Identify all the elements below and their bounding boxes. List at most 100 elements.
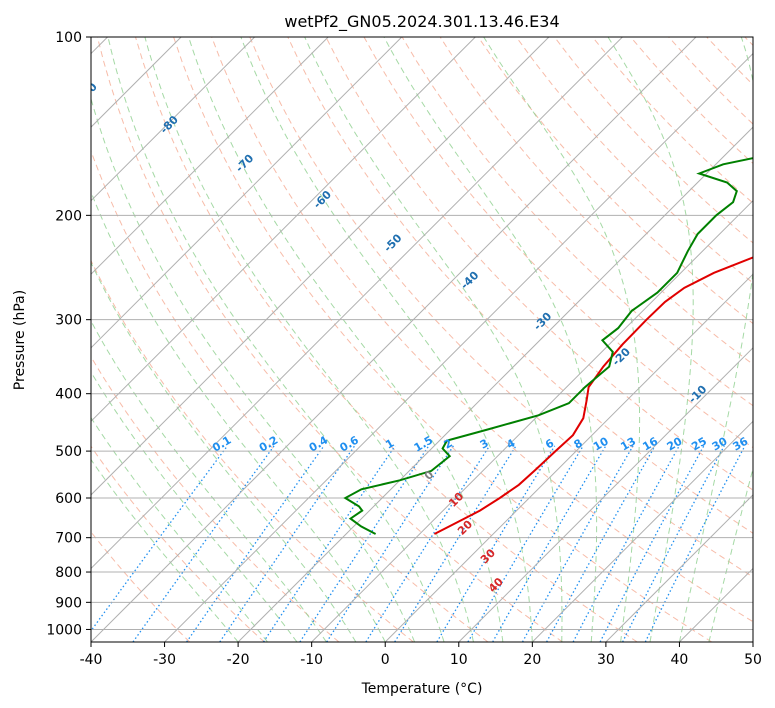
mixing-ratio-line — [365, 445, 491, 642]
isotherm-line — [91, 37, 623, 570]
moist-adiabat — [91, 320, 327, 642]
dry-adiabat — [249, 37, 753, 578]
isotherm-line — [91, 37, 329, 275]
y-tick-label: 1000 — [46, 622, 82, 638]
theta-label: -20 — [610, 345, 633, 368]
x-tick-label: 40 — [671, 652, 689, 668]
moist-adiabat — [91, 261, 357, 642]
chart-series — [343, 157, 753, 535]
moist-adiabat — [304, 37, 563, 642]
moist-adiabat — [144, 37, 474, 642]
mixing-ratio-line — [436, 445, 556, 642]
isotherm-line — [91, 37, 403, 349]
plot-frame — [90, 36, 754, 643]
y-tick-label: 500 — [55, 444, 82, 460]
moist-adiabat — [483, 37, 641, 642]
temperature-profile — [433, 256, 753, 535]
dry-adiabat — [135, 37, 638, 642]
mixing-ratio-line — [644, 445, 746, 642]
y-tick-label: 200 — [55, 208, 82, 224]
dry-adiabat — [96, 37, 563, 642]
dry-adiabat — [515, 37, 753, 284]
isotherm-line — [237, 126, 753, 642]
mixing-ratio-line — [394, 445, 517, 642]
theta-label: -60 — [311, 188, 334, 211]
dry-adiabat — [744, 37, 753, 47]
moist-adiabat — [188, 37, 504, 642]
moist-adiabat — [91, 190, 386, 642]
isotherm-line — [384, 273, 753, 642]
x-tick-label: -10 — [300, 652, 323, 668]
x-tick-label: 10 — [450, 652, 468, 668]
mixing-ratio-line — [186, 445, 325, 642]
mixing-ratio-label: 4 — [504, 436, 517, 451]
moist-adiabat — [91, 458, 239, 642]
moist-adiabat-label: 30 — [478, 546, 498, 566]
dry-adiabat — [91, 259, 414, 642]
x-axis-ticks: -40 -30 -20 -10 0 10 20 30 40 50 — [80, 642, 762, 668]
mixing-ratio-line — [599, 445, 705, 642]
y-tick-label: 900 — [55, 595, 82, 611]
y-tick-label: 400 — [55, 387, 82, 403]
dry-adiabat — [91, 149, 489, 642]
moist-adiabat — [91, 416, 268, 642]
dry-adiabat — [287, 37, 753, 534]
mixing-ratio-line — [622, 445, 725, 642]
x-axis-label: Temperature (°C) — [361, 681, 483, 697]
moist-adiabat — [107, 37, 445, 642]
isotherm-line — [164, 52, 753, 642]
y-axis-label: Pressure (hPa) — [12, 290, 28, 390]
x-tick-label: 20 — [523, 652, 541, 668]
moist-adiabat-label: 20 — [455, 517, 475, 537]
x-tick-label: -40 — [80, 652, 103, 668]
y-tick-label: 800 — [55, 565, 82, 581]
moist-adiabat — [708, 466, 753, 642]
isotherm-line — [531, 420, 753, 642]
mixing-ratio-line — [219, 445, 356, 642]
x-tick-label: -30 — [153, 652, 176, 668]
isotherm-line — [605, 494, 753, 642]
y-tick-label: 100 — [55, 30, 82, 46]
y-axis-ticks: 100 200 300 400 500 600 700 800 900 1000 — [46, 30, 91, 638]
mixing-ratio-line — [326, 445, 454, 642]
chart-title: wetPf2_GN05.2024.301.13.46.E34 — [284, 12, 559, 32]
mixing-ratio-line — [91, 445, 228, 632]
x-tick-label: 30 — [597, 652, 615, 668]
moist-adiabat — [383, 37, 598, 642]
moist-adiabat — [607, 37, 694, 642]
theta-label: -10 — [686, 383, 709, 406]
mixing-ratio-line — [132, 445, 275, 642]
isotherm-line — [91, 37, 697, 642]
dry-adiabat — [592, 37, 753, 204]
dewpoint-profile — [343, 157, 753, 535]
chart-grid — [91, 37, 753, 642]
moist-adiabat — [240, 37, 533, 642]
dry-adiabat — [554, 37, 753, 244]
mixing-ratio-line — [521, 445, 634, 642]
isotherm-line — [752, 641, 753, 642]
moist-adiabat-label: 10 — [446, 490, 466, 510]
y-tick-label: 700 — [55, 531, 82, 547]
dry-adiabat — [325, 37, 753, 491]
isotherm-line — [91, 37, 256, 202]
theta-label: -100 — [0, 44, 22, 73]
mixing-ratio-line — [299, 445, 430, 642]
mixing-ratio-line — [467, 445, 584, 642]
isotherm-line — [311, 199, 753, 642]
mixing-ratio-line — [262, 445, 396, 642]
isotherm-line — [91, 37, 550, 496]
isotherm-line — [91, 37, 476, 423]
y-tick-label: 300 — [55, 313, 82, 329]
dry-adiabat — [668, 37, 753, 125]
dry-adiabat — [91, 355, 340, 642]
mixing-ratio-label: 6 — [543, 436, 556, 451]
moist-adiabat — [91, 97, 416, 642]
dry-adiabat — [706, 37, 753, 86]
y-tick-label: 600 — [55, 491, 82, 507]
dry-adiabat — [91, 445, 265, 642]
theta-label: -90 — [76, 80, 99, 103]
dry-adiabat — [173, 37, 713, 642]
mixing-ratio-line — [546, 445, 656, 642]
isotherm-line — [679, 567, 753, 642]
